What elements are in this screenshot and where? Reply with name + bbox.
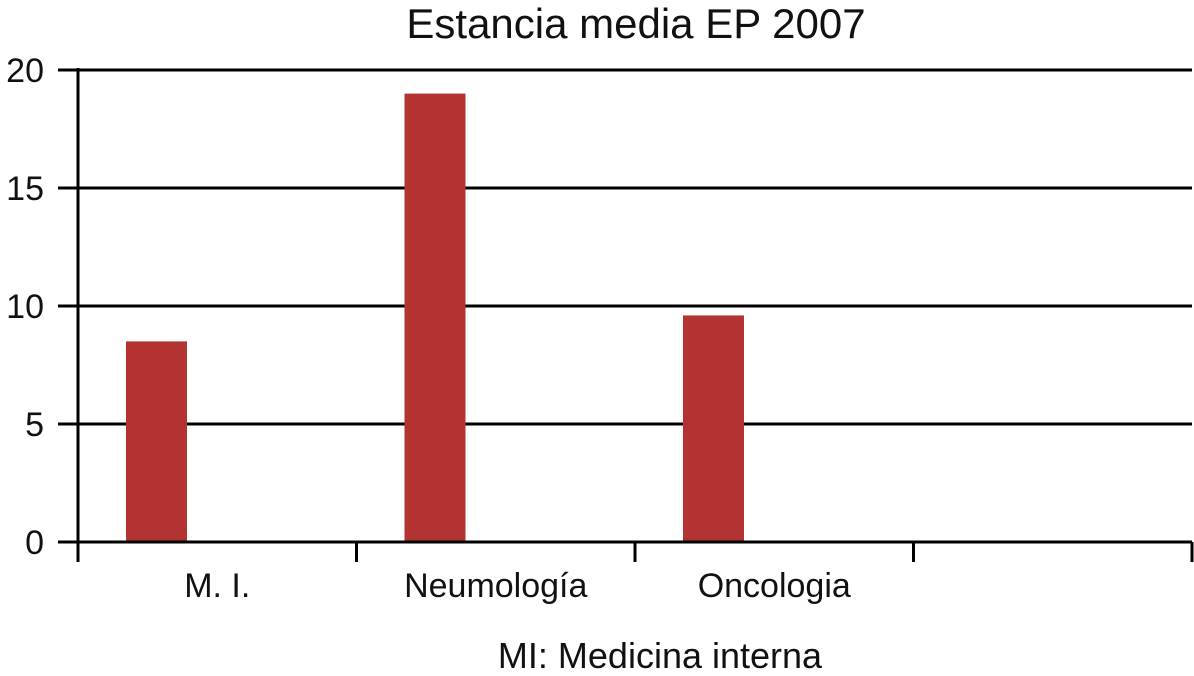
bar-2: [683, 315, 744, 542]
y-tick-label-4: 20: [6, 52, 44, 90]
x-category-label-2: Oncologia: [698, 567, 851, 605]
chart-footnote: MI: Medicina interna: [498, 635, 823, 676]
bars: [126, 93, 744, 542]
x-category-label-0: M. I.: [184, 567, 250, 605]
y-tick-label-2: 10: [6, 288, 44, 326]
x-category-label-1: Neumología: [404, 567, 587, 605]
bar-0: [126, 341, 187, 542]
x-axis-ticks: M. I. Neumología Oncologia: [76, 542, 1194, 605]
y-tick-label-3: 15: [6, 170, 44, 208]
y-tick-label-1: 5: [25, 406, 44, 444]
bar-1: [404, 93, 466, 542]
y-axis-ticks: 0 5 10 15 20: [6, 52, 78, 562]
y-tick-label-0: 0: [25, 524, 44, 562]
chart-title: Estancia media EP 2007: [406, 0, 865, 47]
gridlines: [78, 68, 1192, 426]
